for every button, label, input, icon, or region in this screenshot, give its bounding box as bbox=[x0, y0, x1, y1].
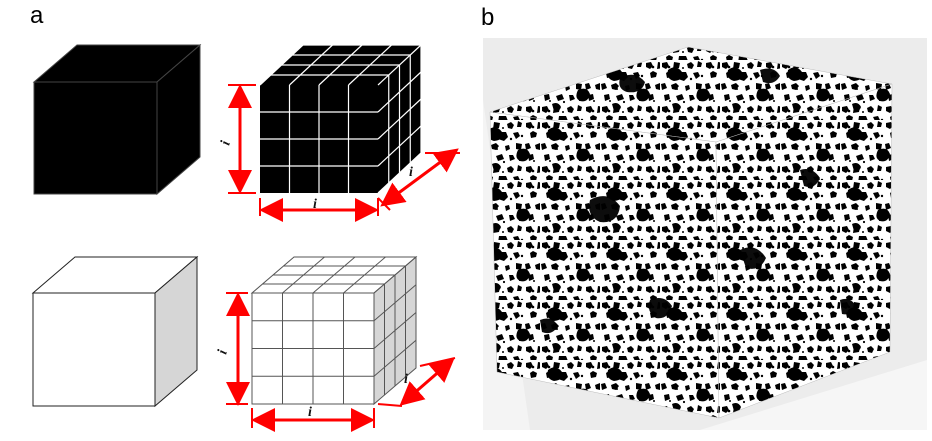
panel-label-a: a bbox=[30, 2, 44, 29]
depth-label-bottom: i bbox=[404, 372, 408, 387]
solid-white-cube bbox=[31, 255, 199, 408]
height-label-bottom: i bbox=[215, 348, 231, 356]
width-label-bottom: i bbox=[308, 405, 312, 420]
porous-media-cube bbox=[483, 38, 927, 430]
white-voxel-cube bbox=[250, 255, 418, 406]
height-label-top: i bbox=[218, 139, 234, 147]
width-label-top: i bbox=[313, 197, 317, 212]
black-voxel-cube bbox=[259, 44, 422, 194]
panel-label-b: b bbox=[481, 4, 495, 31]
depth-label-top: i bbox=[409, 165, 413, 180]
solid-black-cube bbox=[32, 43, 202, 196]
dimension-arrows-bottom bbox=[226, 292, 456, 432]
dimension-arrows-top bbox=[228, 84, 460, 222]
